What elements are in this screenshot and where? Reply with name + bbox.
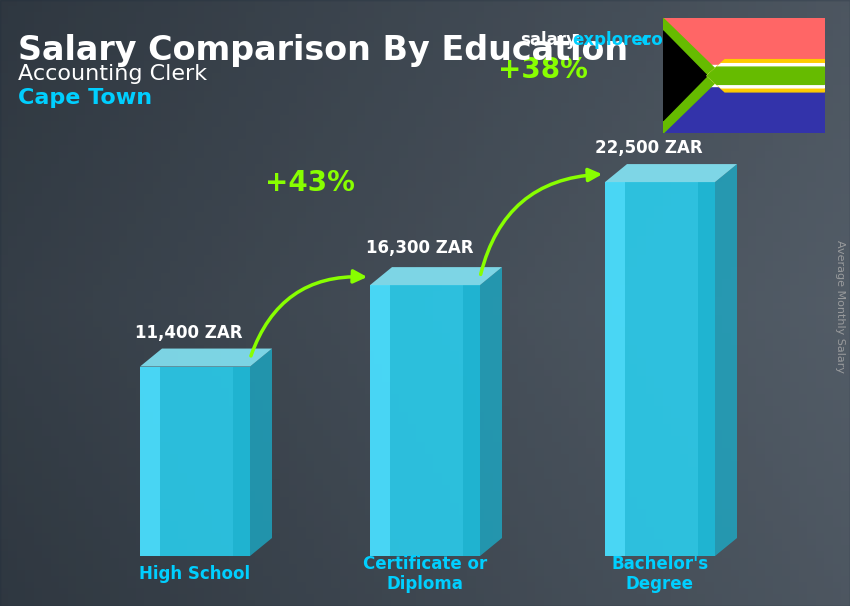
- Bar: [663, 65, 824, 86]
- Polygon shape: [663, 18, 722, 133]
- Bar: [140, 367, 160, 556]
- Text: 22,500 ZAR: 22,500 ZAR: [595, 139, 703, 157]
- Text: Salary Comparison By Education: Salary Comparison By Education: [18, 34, 628, 67]
- Polygon shape: [707, 67, 824, 84]
- Polygon shape: [250, 348, 272, 556]
- Bar: [463, 285, 480, 556]
- FancyBboxPatch shape: [370, 285, 480, 556]
- Text: .com: .com: [635, 31, 680, 49]
- Bar: [370, 285, 390, 556]
- FancyBboxPatch shape: [140, 367, 250, 556]
- Polygon shape: [707, 64, 824, 88]
- Polygon shape: [715, 164, 737, 556]
- Polygon shape: [707, 59, 824, 92]
- Polygon shape: [663, 31, 707, 121]
- Bar: [699, 182, 715, 556]
- Polygon shape: [480, 267, 502, 556]
- Text: Average Monthly Salary: Average Monthly Salary: [835, 239, 845, 373]
- Bar: [663, 18, 824, 76]
- Text: Certificate or
Diploma: Certificate or Diploma: [363, 554, 487, 593]
- Text: 11,400 ZAR: 11,400 ZAR: [135, 324, 242, 342]
- Text: High School: High School: [139, 565, 251, 583]
- Text: Cape Town: Cape Town: [18, 88, 152, 108]
- Polygon shape: [140, 348, 272, 367]
- Bar: [663, 76, 824, 133]
- Text: Accounting Clerk: Accounting Clerk: [18, 64, 207, 84]
- Text: Bachelor's
Degree: Bachelor's Degree: [611, 554, 709, 593]
- Bar: [234, 367, 250, 556]
- Text: 16,300 ZAR: 16,300 ZAR: [366, 239, 473, 257]
- Text: +38%: +38%: [497, 56, 587, 84]
- Text: explorer: explorer: [572, 31, 651, 49]
- FancyBboxPatch shape: [605, 182, 715, 556]
- Text: +43%: +43%: [265, 168, 355, 196]
- Text: salary: salary: [520, 31, 577, 49]
- Polygon shape: [370, 267, 502, 285]
- Bar: [605, 182, 625, 556]
- Polygon shape: [605, 164, 737, 182]
